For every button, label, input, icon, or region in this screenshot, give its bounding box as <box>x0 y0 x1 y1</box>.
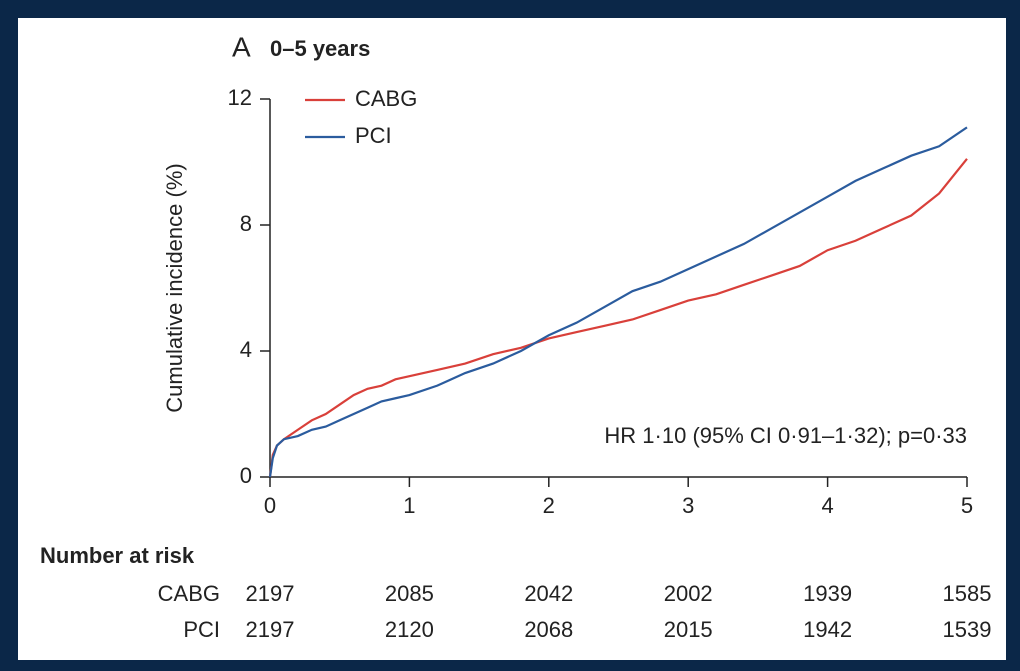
risk-value: 1585 <box>943 581 992 606</box>
risk-table-title: Number at risk <box>40 543 195 568</box>
panel-label: A <box>232 31 251 62</box>
y-axis-label: Cumulative incidence (%) <box>162 163 187 412</box>
series-line <box>268 126 968 478</box>
risk-value: 2197 <box>246 617 295 642</box>
annotation: HR 1·10 (95% CI 0·91–1·32); p=0·33 <box>604 423 967 448</box>
risk-value: 2068 <box>524 617 573 642</box>
chart-title: 0–5 years <box>270 36 370 61</box>
y-tick-label: 4 <box>240 337 252 362</box>
x-tick-label: 5 <box>961 493 973 518</box>
risk-value: 2002 <box>664 581 713 606</box>
risk-value: 2197 <box>246 581 295 606</box>
risk-value: 1539 <box>943 617 992 642</box>
risk-value: 2042 <box>524 581 573 606</box>
x-tick-label: 3 <box>682 493 694 518</box>
x-tick-label: 2 <box>543 493 555 518</box>
legend-label: PCI <box>355 123 392 148</box>
risk-row-label: CABG <box>158 581 220 606</box>
series-line <box>268 158 968 478</box>
risk-value: 1942 <box>803 617 852 642</box>
chart: A 0–5 years Cumulative incidence (%) HR … <box>40 31 992 642</box>
risk-value: 2085 <box>385 581 434 606</box>
panel: A 0–5 years Cumulative incidence (%) HR … <box>18 18 1006 660</box>
x-tick-label: 0 <box>264 493 276 518</box>
x-tick-label: 1 <box>403 493 415 518</box>
risk-value: 2015 <box>664 617 713 642</box>
y-tick-label: 8 <box>240 211 252 236</box>
risk-row-label: PCI <box>183 617 220 642</box>
legend-label: CABG <box>355 86 417 111</box>
y-tick-label: 0 <box>240 463 252 488</box>
y-tick-label: 12 <box>228 85 252 110</box>
risk-value: 2120 <box>385 617 434 642</box>
x-tick-label: 4 <box>821 493 833 518</box>
risk-value: 1939 <box>803 581 852 606</box>
